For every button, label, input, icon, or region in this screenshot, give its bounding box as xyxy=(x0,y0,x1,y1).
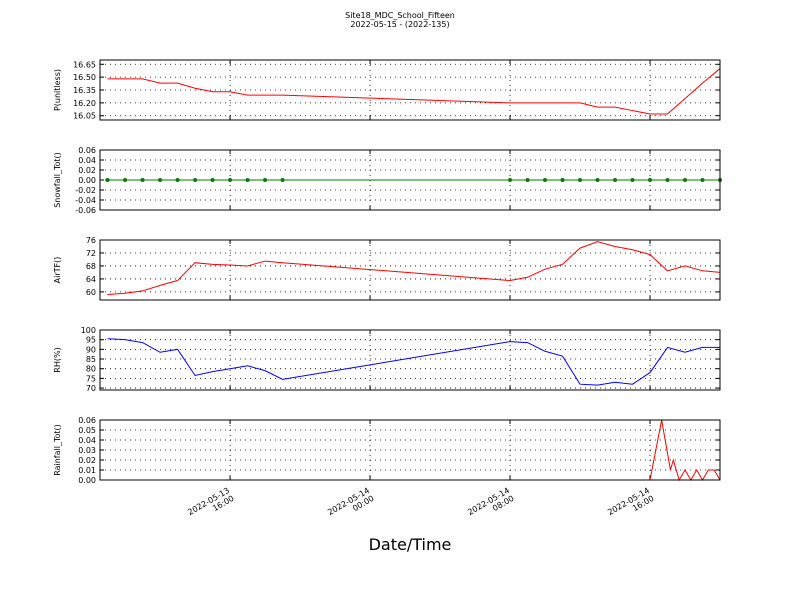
y-axis-label: AirTF() xyxy=(53,257,62,284)
y-tick-label: 70 xyxy=(86,384,96,393)
plot-frame xyxy=(99,59,721,121)
data-marker xyxy=(193,178,198,182)
data-marker xyxy=(140,178,145,182)
y-tick-label: -0.04 xyxy=(75,196,96,205)
data-marker xyxy=(508,178,513,182)
y-tick-label: 90 xyxy=(86,345,96,354)
data-marker xyxy=(700,178,705,182)
y-tick-label: 0.02 xyxy=(78,456,96,465)
y-tick-label: 80 xyxy=(86,365,96,374)
data-marker xyxy=(158,178,163,182)
y-tick-label: 60 xyxy=(86,288,96,297)
data-marker xyxy=(280,178,285,182)
plot-frame xyxy=(99,419,721,481)
y-tick-label: 0.01 xyxy=(78,466,96,475)
data-marker xyxy=(595,178,600,182)
y-axis-label: Snowfall_Tot() xyxy=(53,152,62,208)
data-marker xyxy=(543,178,548,182)
data-marker xyxy=(245,178,250,182)
data-marker xyxy=(105,178,110,182)
plot-frame xyxy=(99,149,721,211)
y-tick-label: 0.02 xyxy=(78,166,96,175)
data-marker xyxy=(175,178,180,182)
data-marker xyxy=(560,178,565,182)
y-tick-label: 0.06 xyxy=(78,416,96,425)
data-marker xyxy=(210,178,215,182)
data-marker xyxy=(525,178,530,182)
y-axis-label: RH(%) xyxy=(53,347,62,372)
y-tick-label: 0.00 xyxy=(78,176,96,185)
y-tick-label: -0.06 xyxy=(75,206,96,215)
y-tick-label: 16.65 xyxy=(73,60,96,69)
y-tick-label: 64 xyxy=(86,275,96,284)
x-axis-label: Date/Time xyxy=(369,535,452,554)
data-line xyxy=(107,241,721,295)
y-tick-label: 75 xyxy=(86,374,96,383)
y-tick-label: 0.04 xyxy=(78,156,96,165)
data-marker xyxy=(665,178,670,182)
plot-frame xyxy=(99,329,721,391)
y-axis-label: P(unitless) xyxy=(53,69,62,111)
data-marker xyxy=(123,178,128,182)
y-tick-label: 0.06 xyxy=(78,146,96,155)
y-tick-label: 0.03 xyxy=(78,446,96,455)
data-marker xyxy=(578,178,583,182)
data-marker xyxy=(648,178,653,182)
y-axis-label: Rainfall_Tot() xyxy=(53,424,62,476)
data-marker xyxy=(683,178,688,182)
y-tick-label: 85 xyxy=(86,355,96,364)
y-tick-label: 76 xyxy=(86,236,96,245)
y-tick-label: 16.35 xyxy=(73,86,96,95)
data-line xyxy=(107,68,721,115)
y-tick-label: 0.05 xyxy=(78,426,96,435)
y-tick-label: 16.05 xyxy=(73,112,96,121)
y-tick-label: 68 xyxy=(86,262,96,271)
y-tick-label: 0.04 xyxy=(78,436,96,445)
y-tick-label: 16.20 xyxy=(73,99,96,108)
chart-subtitle: 2022-05-15 - (2022-135) xyxy=(350,20,449,29)
y-tick-label: 0.00 xyxy=(78,476,96,485)
y-tick-label: 95 xyxy=(86,336,96,345)
y-tick-label: 100 xyxy=(81,326,96,335)
data-marker xyxy=(630,178,635,182)
chart-title: Site18_MDC_School_Fifteen xyxy=(345,11,455,20)
data-line xyxy=(107,338,720,386)
plot-frame xyxy=(99,239,721,301)
data-marker xyxy=(263,178,268,182)
data-marker xyxy=(228,178,233,182)
data-marker xyxy=(613,178,618,182)
y-tick-label: 16.50 xyxy=(73,73,96,82)
y-tick-label: 72 xyxy=(86,249,96,258)
y-tick-label: -0.02 xyxy=(75,186,96,195)
